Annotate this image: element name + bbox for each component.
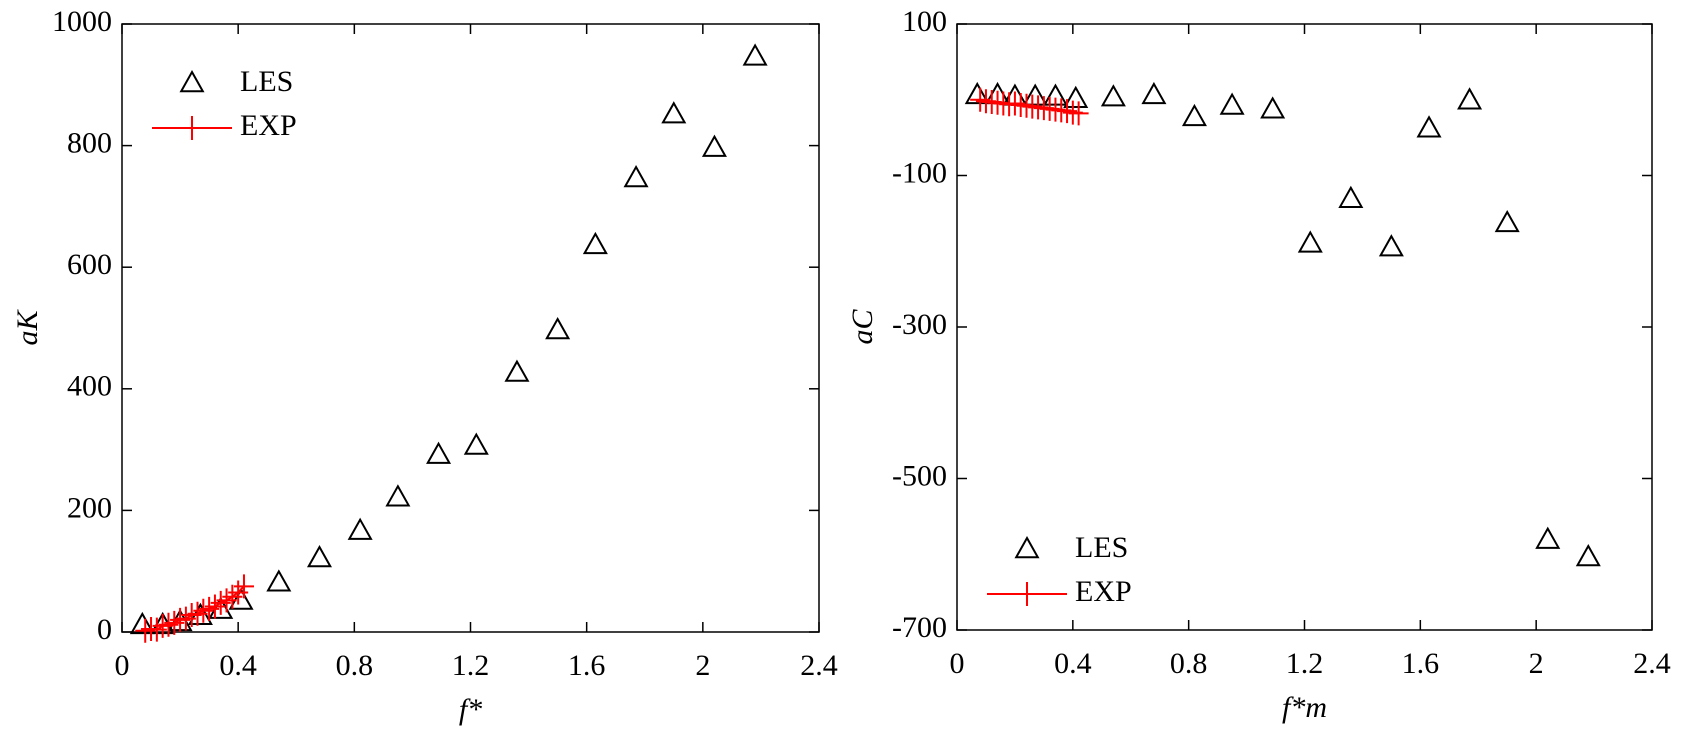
x-tick-label: 0: [115, 649, 130, 682]
marker: [1297, 230, 1323, 253]
x-tick-label: 2: [695, 649, 710, 682]
marker: [426, 441, 452, 464]
y-tick-label: 400: [67, 370, 112, 403]
marker: [964, 81, 990, 105]
marker: [463, 432, 489, 455]
marker: [1535, 526, 1561, 549]
marker: [701, 134, 727, 157]
marker: [1004, 91, 1025, 116]
marker: [1260, 96, 1286, 119]
y-tick-label: 1000: [52, 5, 112, 38]
x-tick-label: 1.6: [1402, 647, 1440, 680]
marker: [152, 613, 173, 638]
marker: [146, 617, 167, 642]
x-tick-label: 1.6: [568, 649, 606, 682]
legend-marker: [1017, 582, 1037, 606]
x-axis-label: f*: [459, 693, 482, 726]
y-tick-label: 600: [67, 248, 112, 281]
marker: [1378, 234, 1404, 257]
x-tick-label: 0.8: [1170, 647, 1208, 680]
marker: [545, 317, 571, 340]
x-tick-label: 0: [950, 647, 965, 680]
x-tick-label: 1.2: [452, 649, 490, 682]
marker: [1022, 83, 1048, 106]
x-tick-label: 2: [1529, 647, 1544, 680]
y-tick-label: -700: [892, 611, 947, 644]
marker: [1057, 99, 1078, 124]
y-tick-label: -500: [892, 459, 947, 492]
marker: [1100, 84, 1126, 107]
marker: [233, 574, 254, 599]
legend-label: EXP: [1075, 575, 1132, 608]
marker: [661, 101, 687, 124]
legend-marker: [179, 69, 205, 93]
y-tick-label: 200: [67, 491, 112, 524]
x-tick-label: 1.2: [1286, 647, 1324, 680]
marker: [170, 607, 191, 632]
y-tick-label: -300: [892, 308, 947, 341]
x-tick-label: 2.4: [1633, 647, 1671, 680]
marker: [1416, 115, 1442, 138]
y-tick-label: 100: [902, 5, 947, 38]
marker: [1181, 103, 1207, 127]
plot: 0 0.4 0.8 1.2 1.6 2 2.4 -700 -500 -300 -100 100 f*m a…: [846, 5, 1671, 724]
x-tick-label: 0.4: [1054, 647, 1092, 680]
marker: [266, 569, 292, 592]
marker: [623, 165, 649, 188]
marker: [1219, 92, 1245, 115]
marker: [385, 484, 411, 507]
plot-frame: [121, 23, 820, 633]
marker: [347, 517, 373, 540]
legend-marker: [1014, 535, 1040, 559]
x-axis-label: f*m: [1282, 691, 1327, 724]
marker: [228, 587, 254, 610]
y-axis-label: aK: [11, 309, 44, 346]
plot-frame: [956, 23, 1653, 631]
marker: [1494, 209, 1520, 233]
x-tick-label: 0.4: [219, 649, 257, 682]
marker: [193, 598, 214, 623]
legend-label: LES: [1075, 531, 1128, 564]
x-tick-label: 0.8: [336, 649, 374, 682]
marker: [204, 594, 225, 619]
marker: [1575, 543, 1601, 567]
marker: [742, 43, 768, 66]
legend-marker: [182, 116, 202, 140]
marker: [129, 611, 155, 635]
marker: [1141, 81, 1167, 105]
marker: [1338, 185, 1364, 208]
y-tick-label: -100: [892, 156, 947, 189]
x-tick-label: 2.4: [800, 649, 838, 682]
marker: [175, 606, 196, 631]
marker: [306, 545, 332, 568]
y-tick-label: 800: [67, 126, 112, 159]
marker: [1457, 87, 1483, 110]
plot: 0 0.4 0.8 1.2 1.6 2 2.4 0 200 400 600 800 1000 f* aK LE…: [11, 5, 838, 726]
marker: [1063, 85, 1089, 108]
y-tick-label: 0: [97, 613, 112, 646]
marker: [1068, 101, 1089, 126]
legend-label: EXP: [240, 109, 297, 142]
marker: [504, 359, 530, 382]
y-axis-label: aC: [846, 309, 879, 345]
legend-label: LES: [240, 65, 293, 98]
marker: [582, 231, 608, 255]
